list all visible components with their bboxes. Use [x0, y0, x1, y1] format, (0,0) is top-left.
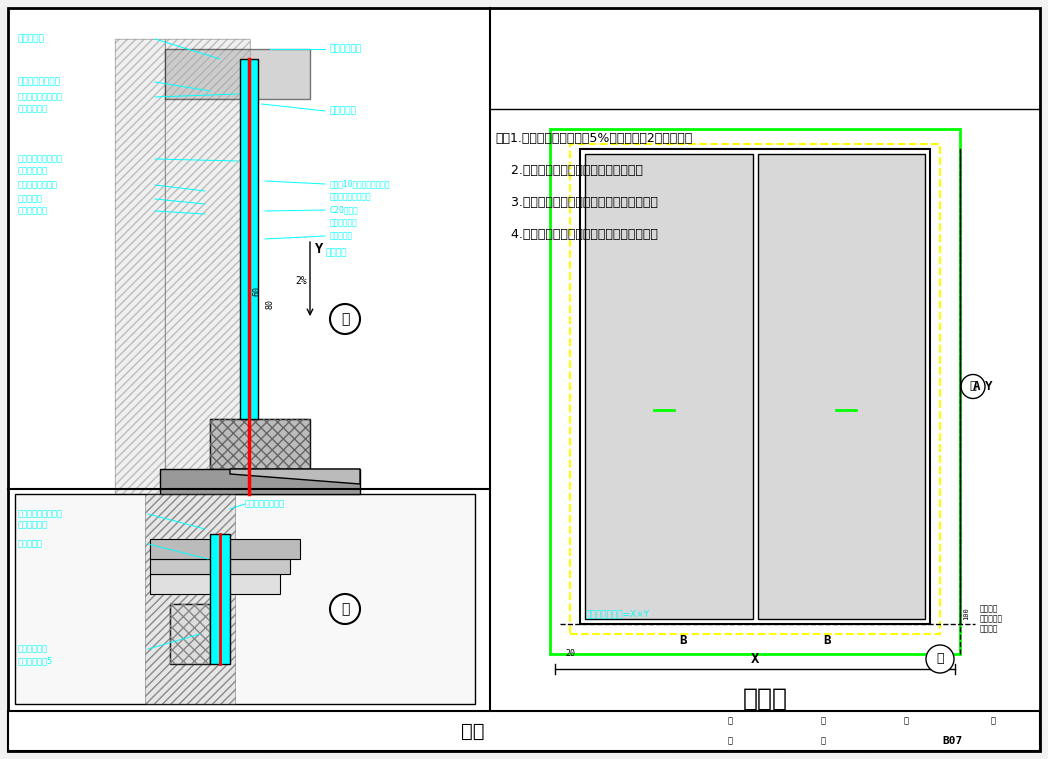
Text: 墙洞不到口尺寸=X×Y: 墙洞不到口尺寸=X×Y [585, 609, 649, 619]
Text: 建: 建 [903, 716, 909, 726]
Text: 先用水泥砂浆填塞缝: 先用水泥砂浆填塞缝 [18, 509, 63, 518]
Text: 80: 80 [265, 299, 275, 309]
Text: 过梁详结施: 过梁详结施 [18, 34, 45, 43]
Bar [165, 49, 310, 99]
Bar [758, 154, 925, 619]
Text: 3.密封胶可用硅酮密封胶或聚氨酯密封胶。: 3.密封胶可用硅酮密封胶或聚氨酯密封胶。 [495, 197, 658, 209]
Text: Y: Y [985, 380, 992, 393]
Text: 室内标高: 室内标高 [980, 625, 999, 634]
Bar [210, 419, 310, 469]
Text: ②: ② [936, 653, 944, 666]
Text: 图: 图 [728, 736, 733, 745]
Bar [210, 419, 310, 469]
Text: 筑: 筑 [991, 716, 996, 726]
Bar [150, 559, 290, 574]
Text: 业: 业 [821, 716, 826, 726]
Text: 防水层上到贴接门框: 防水层上到贴接门框 [330, 193, 372, 201]
Text: 室内接地面: 室内接地面 [18, 194, 43, 203]
Bar [550, 129, 960, 654]
Text: 后安装到门框: 后安装到门框 [18, 166, 48, 175]
Text: X: X [750, 652, 759, 666]
Bar [170, 604, 210, 664]
Bar [15, 494, 475, 704]
Bar [580, 149, 930, 624]
Text: 润刷抹灰压蘸5: 润刷抹灰压蘸5 [18, 657, 53, 666]
Text: 室外阳台面: 室外阳台面 [330, 231, 353, 241]
Text: 4.门细部及窗框与墙体连接详窗专业设计。: 4.门细部及窗框与墙体连接详窗专业设计。 [495, 228, 658, 241]
Text: 预留面层厚度: 预留面层厚度 [18, 206, 48, 216]
Polygon shape [230, 469, 361, 484]
Bar [150, 539, 300, 559]
Text: 门立面: 门立面 [742, 687, 787, 711]
Text: 先用水泥砂浆填塞缝: 先用水泥砂浆填塞缝 [18, 93, 63, 102]
Text: ①: ① [341, 602, 349, 616]
Text: 室内标高: 室内标高 [325, 248, 347, 257]
Text: 2.门框与外粉刷相接处打耐候密封胶。: 2.门框与外粉刷相接处打耐候密封胶。 [495, 165, 642, 178]
Text: 铝合金门框: 铝合金门框 [18, 540, 43, 549]
Text: 打耐候密封胶: 打耐候密封胶 [18, 644, 48, 653]
Text: ①: ① [969, 382, 977, 392]
Text: B: B [824, 635, 831, 647]
Circle shape [926, 645, 954, 673]
Text: 号: 号 [821, 736, 826, 745]
Text: 铝合金门框: 铝合金门框 [330, 106, 357, 115]
Bar [8, 711, 1040, 751]
Text: 水泥砂浆密实塞缝: 水泥砂浆密实塞缝 [18, 77, 61, 87]
Text: 后安装到门框: 后安装到门框 [18, 521, 48, 530]
Text: 20: 20 [565, 650, 575, 659]
Bar [210, 534, 230, 664]
Text: 100: 100 [963, 608, 969, 620]
Bar [570, 144, 940, 634]
Text: 室内标高: 室内标高 [980, 604, 999, 613]
Text: 2%: 2% [294, 276, 307, 286]
Bar [115, 39, 165, 494]
Bar [145, 494, 235, 704]
Text: 制透层度设计: 制透层度设计 [330, 219, 357, 228]
Text: 露台最高处: 露台最高处 [980, 615, 1003, 623]
Text: 60: 60 [253, 286, 262, 296]
Text: 注：1.封门框填缝砂浆用掺5%防水剂１：2水泥砂浆。: 注：1.封门框填缝砂浆用掺5%防水剂１：2水泥砂浆。 [495, 133, 693, 146]
Text: ②: ② [341, 312, 349, 326]
Bar [240, 59, 258, 419]
Text: 距散管10宽缝打耐候密封胶: 距散管10宽缝打耐候密封胶 [330, 179, 391, 188]
Text: B: B [679, 635, 686, 647]
Text: Y: Y [315, 242, 324, 256]
Bar [165, 39, 250, 479]
Text: 水泥砂浆密实塞缝: 水泥砂浆密实塞缝 [245, 499, 285, 509]
Text: A: A [973, 380, 981, 393]
Text: 门口: 门口 [461, 722, 484, 741]
Bar [165, 39, 250, 479]
Text: 后安装到门框: 后安装到门框 [18, 105, 48, 114]
Text: 水泥砂浆密实塞缝: 水泥砂浆密实塞缝 [18, 181, 58, 190]
Text: 专: 专 [728, 716, 733, 726]
Circle shape [330, 594, 361, 624]
Text: 打耐候密封胶: 打耐候密封胶 [330, 45, 363, 53]
Circle shape [330, 304, 361, 334]
Bar [585, 154, 752, 619]
Text: B07: B07 [942, 736, 962, 746]
Bar [170, 604, 210, 664]
Text: 先用水泥砂浆填塞缝: 先用水泥砂浆填塞缝 [18, 155, 63, 163]
Text: C20细石砼: C20细石砼 [330, 206, 358, 215]
Bar [160, 469, 361, 494]
Bar [115, 39, 165, 494]
Text: 20: 20 [935, 650, 945, 659]
Bar [150, 574, 280, 594]
